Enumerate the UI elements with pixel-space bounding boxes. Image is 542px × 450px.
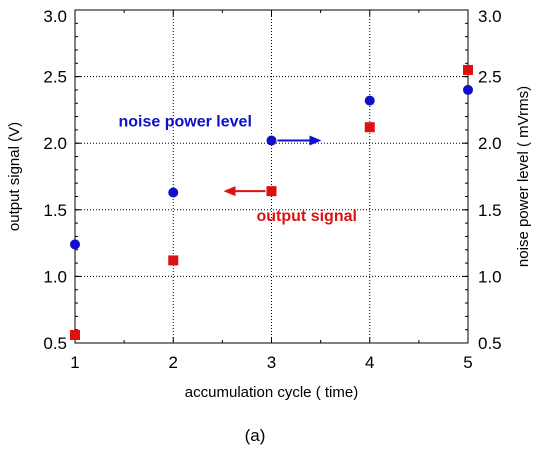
y-right-tick-label: 1.5 [478, 201, 502, 220]
x-tick-label: 2 [169, 353, 178, 372]
x-tick-label: 5 [463, 353, 472, 372]
plot-frame [74, 9, 469, 344]
x-tick-label: 1 [70, 353, 79, 372]
y-right-tick-label: 3.0 [478, 7, 502, 26]
noise-power-point [168, 187, 179, 198]
y-axis-right-title: noise power level ( mVrms) [515, 86, 532, 267]
y-left-tick-label: 1.0 [43, 267, 67, 286]
output-signal-annotation: output signal [257, 208, 357, 225]
output-signal-point [364, 122, 375, 133]
noise-power-annotation: noise power level [119, 114, 252, 131]
y-right-tick-label: 0.5 [478, 334, 502, 353]
x-tick-label: 3 [267, 353, 276, 372]
y-left-tick-label: 2.5 [43, 68, 67, 87]
noise-power-point [463, 84, 473, 95]
y-right-tick-label: 1.0 [478, 267, 502, 286]
y-right-tick-label: 2.5 [478, 68, 502, 87]
y-left-tick-label: 3.0 [43, 7, 67, 26]
grid-lines [75, 10, 468, 343]
data-marks [70, 64, 473, 341]
axis-ticks [74, 9, 469, 344]
x-axis-title: accumulation cycle ( time) [185, 384, 358, 401]
noise-power-point [70, 239, 80, 250]
figure-caption: (a) [245, 426, 266, 445]
output-signal-point [70, 330, 80, 341]
y-right-tick-label: 2.0 [478, 134, 502, 153]
noise-power-point [364, 95, 375, 106]
noise-power-point [266, 135, 277, 146]
output-signal-point [168, 255, 179, 266]
y-left-tick-label: 2.0 [43, 134, 67, 153]
y-left-tick-label: 0.5 [43, 334, 67, 353]
output-signal-point [463, 64, 473, 75]
noise-arrow-head [309, 135, 322, 146]
output-signal-point [266, 186, 277, 197]
y-left-tick-label: 1.5 [43, 201, 67, 220]
signal-arrow-head [223, 186, 236, 197]
annotations: noise power level output signal [119, 114, 357, 226]
y-axis-left-title: output signal (V) [6, 122, 23, 231]
x-tick-label: 4 [365, 353, 374, 372]
tick-labels: 1 2 3 4 5 0.5 0.5 1.0 1.0 1.5 1.5 2.0 2.0 2.5 2.5 3.0 3.… [43, 7, 501, 372]
